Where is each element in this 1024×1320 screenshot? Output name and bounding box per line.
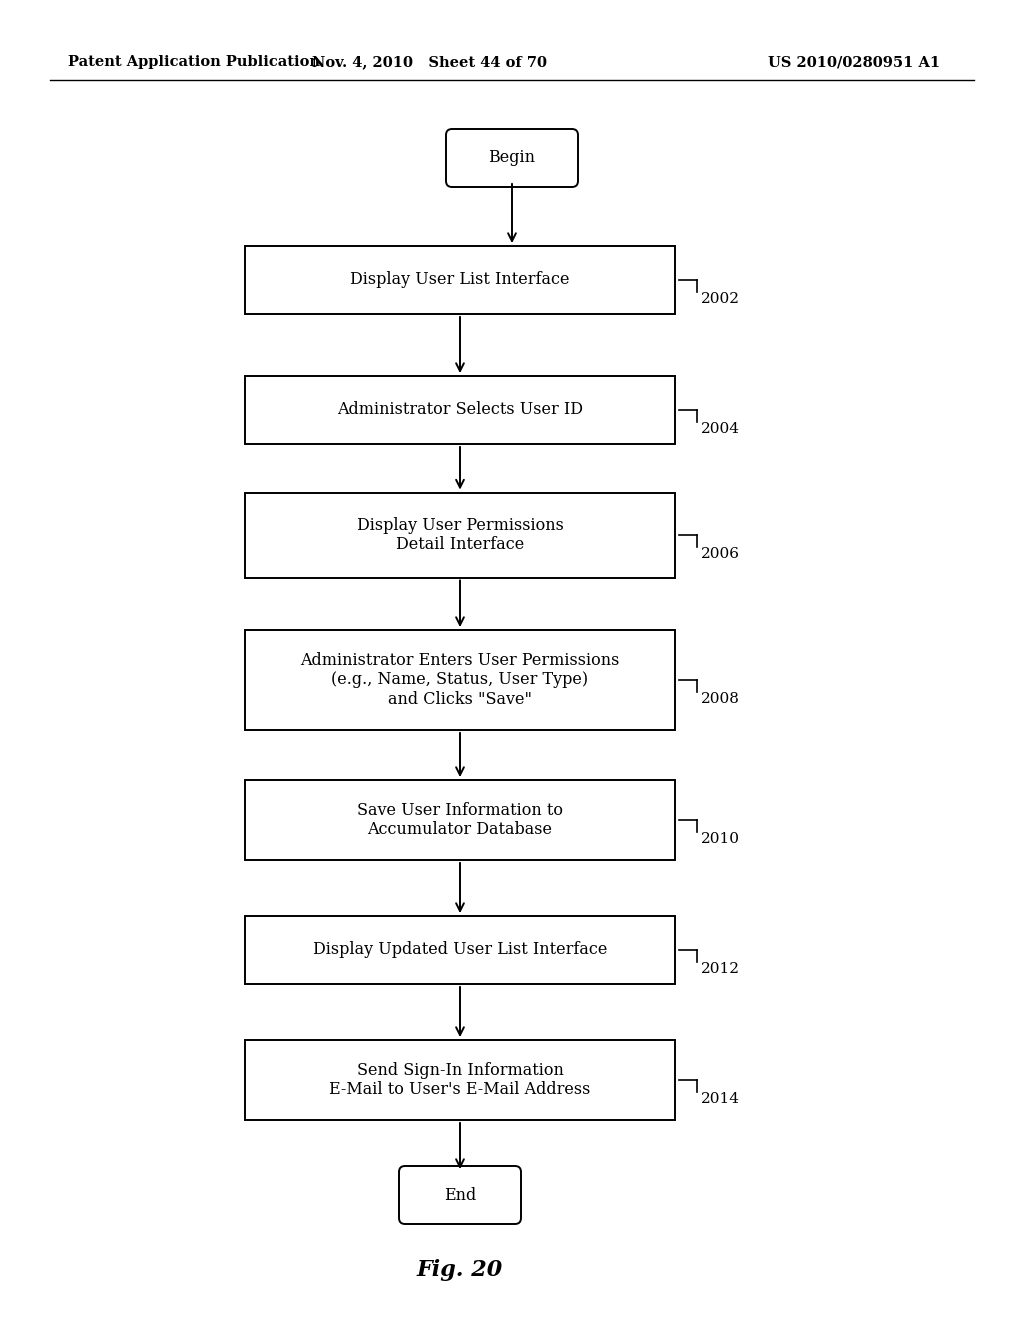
Text: Begin: Begin: [488, 149, 536, 166]
Text: 2006: 2006: [701, 546, 740, 561]
Text: 2004: 2004: [701, 422, 740, 436]
Bar: [245, 780, 675, 861]
Text: 2002: 2002: [701, 292, 740, 306]
Text: Send Sign-In Information
E-Mail to User's E-Mail Address: Send Sign-In Information E-Mail to User'…: [330, 1061, 591, 1098]
Bar: [245, 916, 675, 983]
Text: Save User Information to
Accumulator Database: Save User Information to Accumulator Dat…: [357, 801, 563, 838]
Text: Administrator Selects User ID: Administrator Selects User ID: [337, 401, 583, 418]
FancyBboxPatch shape: [446, 129, 578, 187]
Text: End: End: [443, 1187, 476, 1204]
Text: 2012: 2012: [701, 962, 740, 975]
Text: Display User Permissions
Detail Interface: Display User Permissions Detail Interfac…: [356, 516, 563, 553]
Text: Patent Application Publication: Patent Application Publication: [68, 55, 319, 69]
Bar: [245, 630, 675, 730]
Text: Nov. 4, 2010   Sheet 44 of 70: Nov. 4, 2010 Sheet 44 of 70: [312, 55, 548, 69]
Bar: [245, 376, 675, 444]
Bar: [245, 492, 675, 578]
Bar: [245, 1040, 675, 1119]
Text: US 2010/0280951 A1: US 2010/0280951 A1: [768, 55, 940, 69]
Text: Display User List Interface: Display User List Interface: [350, 272, 569, 289]
Text: 2010: 2010: [701, 832, 740, 846]
Bar: [245, 246, 675, 314]
Text: Fig. 20: Fig. 20: [417, 1259, 503, 1280]
Text: Display Updated User List Interface: Display Updated User List Interface: [312, 941, 607, 958]
Text: Administrator Enters User Permissions
(e.g., Name, Status, User Type)
and Clicks: Administrator Enters User Permissions (e…: [300, 652, 620, 708]
Text: 2014: 2014: [701, 1092, 740, 1106]
FancyBboxPatch shape: [399, 1166, 521, 1224]
Text: 2008: 2008: [701, 692, 740, 706]
